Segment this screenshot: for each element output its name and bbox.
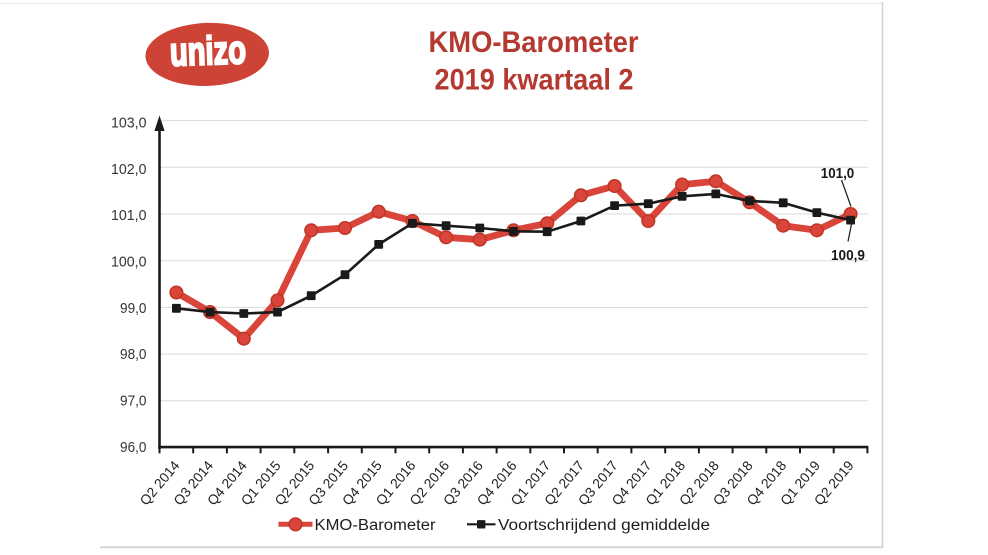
svg-text:97,0: 97,0 <box>120 393 147 410</box>
svg-text:96,0: 96,0 <box>120 439 147 456</box>
svg-text:98,0: 98,0 <box>120 346 147 363</box>
svg-text:Voortschrijdend gemiddelde: Voortschrijdend gemiddelde <box>498 517 710 534</box>
svg-text:KMO-Barometer: KMO-Barometer <box>315 517 436 534</box>
svg-text:99,0: 99,0 <box>120 300 147 317</box>
svg-text:102,0: 102,0 <box>111 161 147 178</box>
svg-text:100,0: 100,0 <box>111 254 147 271</box>
svg-text:2019 kwartaal 2: 2019 kwartaal 2 <box>435 64 634 97</box>
svg-text:KMO-Barometer: KMO-Barometer <box>429 26 639 59</box>
svg-text:103,0: 103,0 <box>111 114 147 131</box>
svg-text:unizo: unizo <box>169 28 246 75</box>
svg-text:101,0: 101,0 <box>821 166 855 182</box>
svg-text:100,9: 100,9 <box>831 248 865 264</box>
svg-text:101,0: 101,0 <box>111 207 147 224</box>
